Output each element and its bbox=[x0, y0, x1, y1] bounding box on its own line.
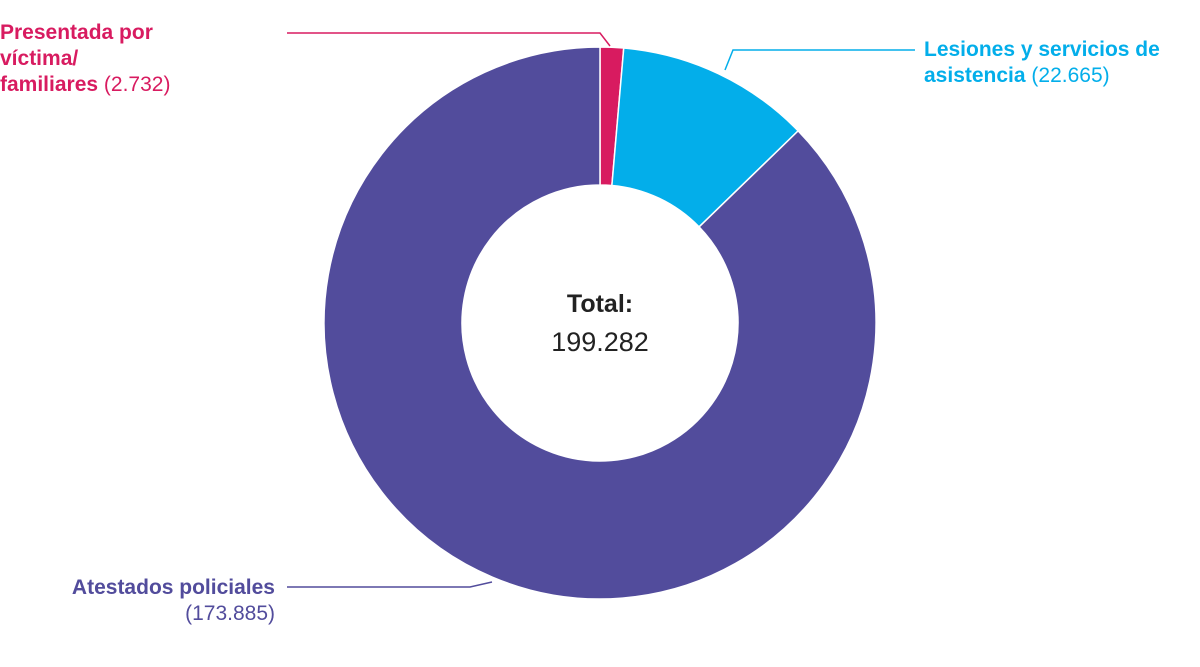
atestados-name-line-1: Atestados policiales bbox=[71, 576, 275, 599]
victima-name-line-2: víctima/ bbox=[0, 47, 79, 70]
victima-name-line-3: familiares bbox=[0, 73, 99, 96]
leader-line-atestados bbox=[287, 581, 493, 588]
lesiones-name-line-1: Lesiones y servicios de bbox=[924, 38, 1160, 61]
atestados-value: (173.885) bbox=[185, 602, 275, 625]
slice-atestados bbox=[323, 46, 877, 600]
victima-value: (2.732) bbox=[103, 73, 171, 96]
center-total-value: 199.282 bbox=[551, 327, 649, 357]
center-total-label: Total: bbox=[566, 290, 634, 318]
leader-line-lesiones bbox=[724, 49, 915, 71]
lesiones-value: (22.665) bbox=[1031, 64, 1110, 87]
label-victima: Presentada por víctima/ familiares (2.73… bbox=[0, 20, 200, 98]
victima-name-line-1: Presentada por bbox=[0, 21, 153, 44]
label-atestados: Atestados policiales (173.885) bbox=[40, 575, 275, 627]
label-lesiones: Lesiones y servicios de asistencia (22.6… bbox=[924, 37, 1194, 89]
leader-line-victima bbox=[287, 32, 611, 47]
lesiones-name-line-2: asistencia bbox=[924, 64, 1026, 87]
